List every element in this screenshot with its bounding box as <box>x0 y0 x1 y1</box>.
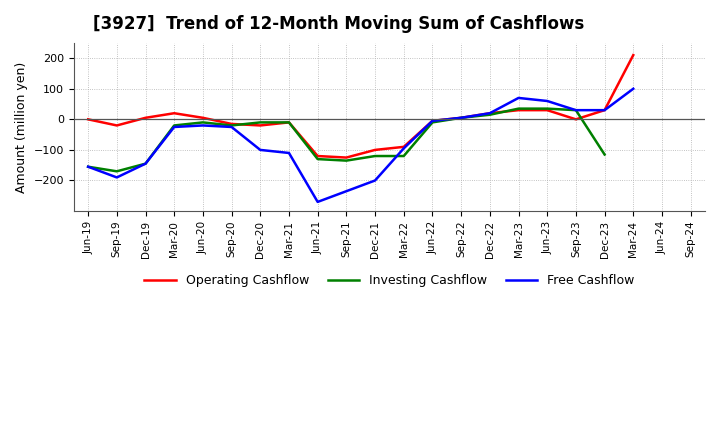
Text: [3927]  Trend of 12-Month Moving Sum of Cashflows: [3927] Trend of 12-Month Moving Sum of C… <box>93 15 584 33</box>
Operating Cashflow <box>514 107 523 113</box>
Investing Cashflow <box>543 106 552 111</box>
Operating Cashflow <box>572 117 580 122</box>
Operating Cashflow <box>170 110 179 116</box>
Operating Cashflow <box>228 121 236 127</box>
Free Cashflow <box>313 199 322 205</box>
Investing Cashflow <box>600 152 609 157</box>
Investing Cashflow <box>141 161 150 166</box>
Operating Cashflow <box>256 123 264 128</box>
Free Cashflow <box>342 189 351 194</box>
Investing Cashflow <box>485 112 494 117</box>
Investing Cashflow <box>514 106 523 111</box>
Operating Cashflow <box>456 115 465 121</box>
Free Cashflow <box>600 107 609 113</box>
Operating Cashflow <box>485 110 494 116</box>
Free Cashflow <box>428 118 437 124</box>
Free Cashflow <box>400 146 408 151</box>
Operating Cashflow <box>284 120 293 125</box>
Investing Cashflow <box>371 154 379 159</box>
Free Cashflow <box>84 164 92 169</box>
Investing Cashflow <box>313 157 322 162</box>
Operating Cashflow <box>543 107 552 113</box>
Free Cashflow <box>543 99 552 104</box>
Investing Cashflow <box>170 123 179 128</box>
Free Cashflow <box>485 110 494 116</box>
Operating Cashflow <box>313 154 322 159</box>
Free Cashflow <box>199 123 207 128</box>
Free Cashflow <box>284 150 293 156</box>
Free Cashflow <box>456 115 465 121</box>
Investing Cashflow <box>400 154 408 159</box>
Free Cashflow <box>371 178 379 183</box>
Free Cashflow <box>112 175 121 180</box>
Investing Cashflow <box>342 158 351 163</box>
Operating Cashflow <box>141 115 150 121</box>
Investing Cashflow <box>199 120 207 125</box>
Free Cashflow <box>170 125 179 130</box>
Free Cashflow <box>629 86 638 92</box>
Operating Cashflow <box>371 147 379 153</box>
Investing Cashflow <box>112 169 121 174</box>
Investing Cashflow <box>428 120 437 125</box>
Line: Free Cashflow: Free Cashflow <box>88 89 634 202</box>
Investing Cashflow <box>284 120 293 125</box>
Investing Cashflow <box>256 120 264 125</box>
Free Cashflow <box>514 95 523 101</box>
Free Cashflow <box>228 125 236 130</box>
Investing Cashflow <box>572 107 580 113</box>
Operating Cashflow <box>629 52 638 58</box>
Operating Cashflow <box>84 117 92 122</box>
Operating Cashflow <box>600 107 609 113</box>
Line: Operating Cashflow: Operating Cashflow <box>88 55 634 158</box>
Free Cashflow <box>572 107 580 113</box>
Investing Cashflow <box>228 123 236 128</box>
Y-axis label: Amount (million yen): Amount (million yen) <box>15 61 28 193</box>
Investing Cashflow <box>84 164 92 169</box>
Free Cashflow <box>256 147 264 153</box>
Operating Cashflow <box>199 115 207 121</box>
Operating Cashflow <box>400 144 408 150</box>
Free Cashflow <box>141 161 150 166</box>
Operating Cashflow <box>112 123 121 128</box>
Legend: Operating Cashflow, Investing Cashflow, Free Cashflow: Operating Cashflow, Investing Cashflow, … <box>140 269 639 292</box>
Operating Cashflow <box>342 155 351 160</box>
Investing Cashflow <box>456 115 465 121</box>
Operating Cashflow <box>428 118 437 124</box>
Line: Investing Cashflow: Investing Cashflow <box>88 109 605 171</box>
